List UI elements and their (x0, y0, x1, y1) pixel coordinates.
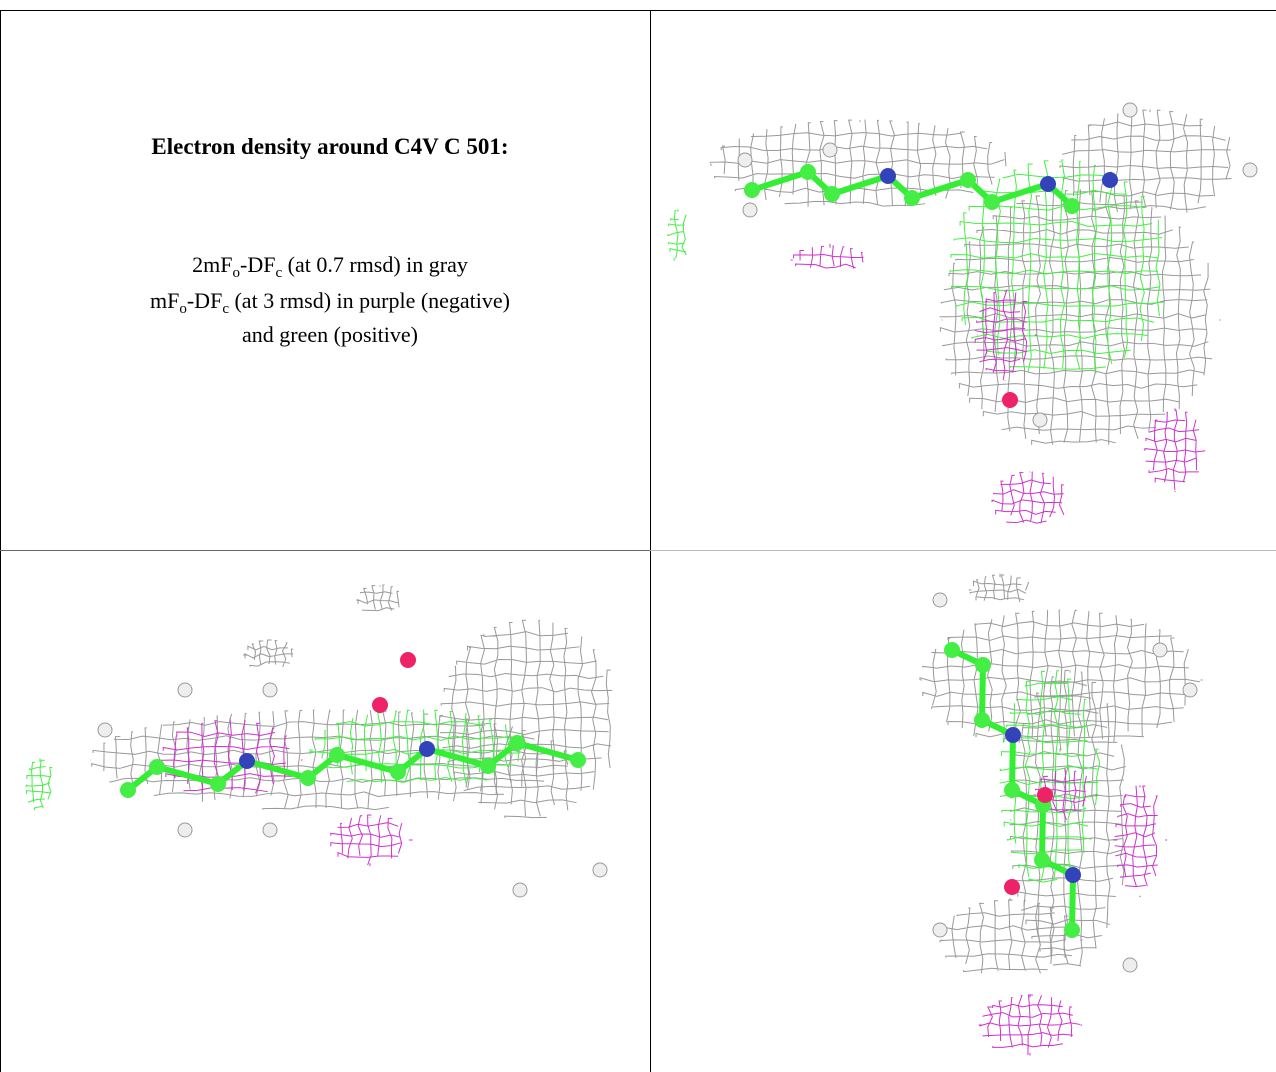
atom (149, 759, 165, 775)
figure: Electron density around C4V C 501: 2mFo-… (0, 0, 1276, 1072)
atom (1243, 163, 1257, 177)
atom (984, 194, 1000, 210)
caption-lines: 2mFo-DFc (at 0.7 rmsd) in gray mFo-DFc (a… (150, 252, 510, 347)
subscript: o (233, 265, 241, 281)
atom (800, 164, 816, 180)
density-mesh (1060, 110, 1231, 213)
atom (98, 723, 112, 737)
density-mesh (969, 574, 1029, 602)
atom (480, 758, 496, 774)
density-mesh (243, 640, 293, 667)
density-panel-2 (26, 585, 612, 897)
caption-line: and green (positive) (242, 322, 418, 347)
atom (1004, 879, 1020, 895)
atom (1064, 922, 1080, 938)
atom (1002, 392, 1018, 408)
atom (239, 753, 255, 769)
atom (1153, 643, 1167, 657)
atom (824, 186, 840, 202)
atom (178, 823, 192, 837)
atom (743, 203, 757, 217)
atom (570, 752, 586, 768)
atom (1004, 782, 1020, 798)
atom (329, 747, 345, 763)
bond (517, 743, 578, 760)
density-mesh (992, 472, 1064, 524)
table-borders (0, 10, 1276, 1072)
density-mesh (668, 209, 686, 261)
atom (904, 190, 920, 206)
density-mesh (920, 610, 1203, 752)
text-run: 2mF (192, 252, 232, 277)
atom (960, 172, 976, 188)
atom (509, 735, 525, 751)
text-run: -DF (240, 252, 275, 277)
atom (975, 657, 991, 673)
caption-title: Electron density around C4V C 501: (151, 134, 508, 159)
atom (210, 776, 226, 792)
bond (1042, 805, 1043, 860)
atom (1037, 787, 1053, 803)
text-run: (at 3 rmsd) in purple (negative) (229, 288, 510, 313)
bond (982, 665, 983, 720)
atom (178, 683, 192, 697)
atom (823, 143, 837, 157)
atom (1123, 103, 1137, 117)
atom (1005, 727, 1021, 743)
atom (974, 712, 990, 728)
atom (1034, 852, 1050, 868)
bond (1012, 735, 1013, 790)
density-panel-3 (920, 574, 1203, 1056)
atom (1123, 958, 1137, 972)
atom (1033, 413, 1047, 427)
atom (744, 182, 760, 198)
atom (1064, 198, 1080, 214)
density-mesh (979, 995, 1082, 1055)
caption-line: mFo-DFc (at 3 rmsd) in purple (negative) (150, 288, 510, 317)
density-mesh (160, 718, 303, 793)
atom (263, 823, 277, 837)
atom (372, 697, 388, 713)
atom (300, 770, 316, 786)
figure-page: Electron density around C4V C 501: 2mFo-… (0, 0, 1276, 1072)
atom (738, 153, 752, 167)
atom (419, 741, 435, 757)
atom (120, 782, 136, 798)
caption-line: 2mFo-DFc (at 0.7 rmsd) in gray (192, 252, 468, 281)
density-panel-1 (668, 103, 1257, 523)
atom (513, 883, 527, 897)
atom (1183, 683, 1197, 697)
density-mesh (356, 585, 399, 611)
atom (933, 593, 947, 607)
atom (593, 863, 607, 877)
atom (390, 764, 406, 780)
density-mesh (1144, 408, 1206, 492)
atom (1040, 176, 1056, 192)
atom (944, 642, 960, 658)
bond (1072, 875, 1073, 930)
atom (880, 168, 896, 184)
text-run: mF (150, 288, 179, 313)
bond (832, 176, 888, 194)
bond (752, 172, 808, 190)
atom (1102, 172, 1118, 188)
density-mesh (331, 815, 413, 866)
atom (263, 683, 277, 697)
density-mesh (791, 244, 864, 269)
atom (1065, 867, 1081, 883)
text-run: (at 0.7 rmsd) in gray (282, 252, 468, 277)
text-run: -DF (187, 288, 222, 313)
density-mesh (26, 758, 52, 810)
atom (933, 923, 947, 937)
atom (400, 652, 416, 668)
text-run: and green (positive) (242, 322, 418, 347)
subscript: o (179, 301, 187, 317)
